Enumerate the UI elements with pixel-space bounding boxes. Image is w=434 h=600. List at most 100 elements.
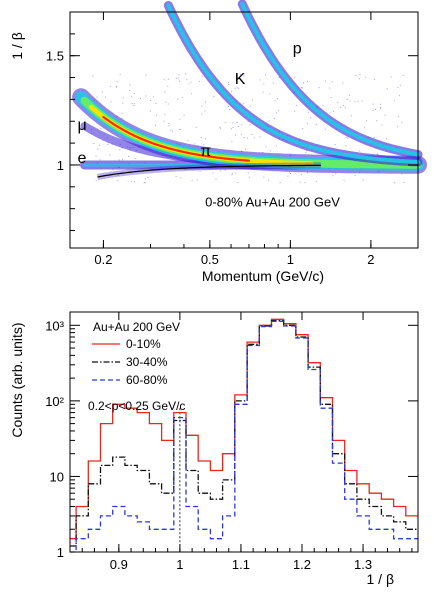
density-speck [300, 174, 302, 176]
density-speck [402, 75, 404, 76]
density-speck [380, 108, 382, 110]
density-speck [99, 159, 101, 161]
density-speck [347, 137, 349, 139]
density-speck [358, 150, 360, 152]
density-speck [259, 79, 261, 81]
density-speck [179, 80, 180, 82]
density-speck [274, 100, 276, 102]
density-speck [130, 180, 132, 182]
density-speck [232, 127, 234, 129]
bottom-x-tick-label: 1.2 [293, 557, 311, 572]
density-speck [241, 150, 243, 152]
density-speck [122, 97, 124, 99]
particle-label: p [293, 41, 302, 58]
density-speck [97, 148, 99, 150]
density-speck [179, 129, 180, 131]
density-speck [118, 159, 120, 161]
density-speck [354, 174, 356, 176]
density-speck [186, 78, 188, 80]
top-y-tick-label: 1 [57, 158, 64, 173]
density-speck [191, 180, 193, 182]
bottom-x-tick-label: 1.3 [354, 557, 372, 572]
density-speck [248, 176, 250, 178]
density-speck [279, 182, 281, 184]
density-speck [234, 134, 236, 136]
density-speck [380, 103, 382, 105]
density-speck [131, 95, 133, 97]
density-speck [308, 111, 310, 113]
top-annotations: p Kμ π e 0-80% Au+Au 200 GeV [78, 41, 341, 210]
legend-label: 60-80% [126, 373, 168, 387]
density-speck [129, 84, 131, 86]
density-speck [143, 182, 145, 184]
density-speck [101, 91, 103, 93]
density-speck [224, 122, 226, 124]
density-speck [176, 77, 178, 79]
density-speck [307, 80, 308, 82]
particle-label: π [200, 143, 211, 160]
density-speck [104, 96, 106, 98]
density-speck [95, 179, 97, 181]
density-speck [219, 127, 221, 129]
density-speck [329, 112, 331, 114]
density-speck [315, 180, 317, 182]
density-speck [354, 101, 356, 103]
density-speck [144, 182, 146, 184]
density-speck [147, 177, 149, 178]
density-speck [236, 122, 238, 123]
density-speck [310, 117, 312, 119]
density-speck [397, 126, 399, 128]
density-speck [231, 90, 233, 92]
density-speck [302, 82, 304, 83]
density-speck [295, 105, 297, 106]
density-speck [177, 77, 179, 79]
density-speck [269, 93, 271, 95]
density-speck [343, 105, 345, 107]
density-speck [109, 154, 111, 156]
density-speck [259, 136, 261, 138]
density-speck [133, 105, 135, 106]
density-speck [401, 121, 403, 123]
density-speck [224, 169, 226, 171]
density-speck [178, 74, 180, 76]
density-speck [306, 150, 308, 152]
proton-band-core [240, 2, 420, 157]
density-speck [304, 182, 306, 184]
density-speck [155, 102, 157, 104]
density-speck [381, 124, 383, 126]
density-speck [198, 80, 200, 82]
density-speck [294, 110, 296, 112]
density-speck [121, 112, 123, 114]
density-speck [386, 138, 387, 140]
density-speck [325, 80, 327, 82]
top-plot-frame [69, 11, 419, 249]
top-y-tick-label: 1.5 [46, 49, 64, 64]
density-speck [234, 88, 236, 90]
density-speck [247, 121, 249, 123]
histogram-series [70, 318, 418, 553]
density-speck [117, 180, 119, 182]
density-speck [231, 173, 233, 174]
density-speck [300, 87, 302, 88]
kaon-band-core [166, 3, 420, 164]
density-speck [373, 137, 375, 138]
density-speck [247, 172, 249, 174]
density-speck [181, 97, 183, 99]
density-speck [167, 123, 169, 125]
density-speck [201, 113, 203, 115]
density-speck [277, 98, 278, 100]
density-speck [305, 151, 307, 153]
density-speck [251, 133, 253, 135]
density-speck [229, 109, 231, 111]
density-speck [183, 114, 185, 116]
top-panel-caption: 0-80% Au+Au 200 GeV [205, 195, 340, 210]
density-speck [401, 173, 403, 175]
particle-label: e [78, 150, 87, 167]
low-curve [97, 164, 321, 178]
density-speck [116, 81, 118, 83]
particle-label: K [235, 71, 246, 88]
density-speck [349, 100, 351, 102]
density-speck [247, 137, 248, 139]
density-speck [140, 98, 142, 99]
